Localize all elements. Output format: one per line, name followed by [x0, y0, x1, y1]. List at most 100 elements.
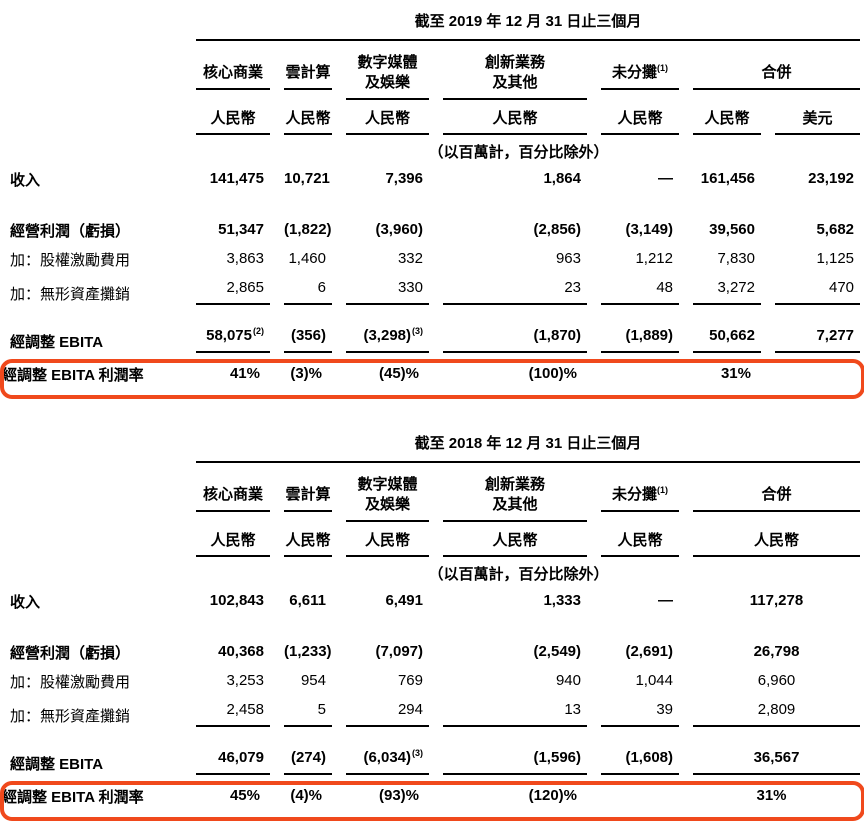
units-note-row: （以百萬計，百分比除外）: [2, 137, 860, 165]
column-header-consolidated: 合併: [679, 43, 861, 101]
value-cell: 41%: [182, 356, 270, 392]
column-header-cloud-computing: 雲計算: [270, 43, 332, 101]
currency-header: 人民幣: [182, 101, 270, 137]
cell-value: 1,460: [288, 250, 326, 267]
table-row: 經調整 EBITA 利潤率 41% (3)% (45)% (100)% 31%: [2, 356, 860, 392]
value-cell: 36,567: [679, 744, 861, 778]
cell-value: 102,843: [209, 592, 264, 609]
cell-value: 51,347: [218, 221, 264, 238]
currency-header: 美元: [761, 101, 861, 137]
currency-label: 人民幣: [617, 532, 663, 549]
value-cell: 39: [587, 696, 679, 730]
cell-value: 6: [317, 279, 326, 296]
value-cell: 50,662: [679, 322, 761, 356]
cell-value: 13: [564, 701, 581, 718]
cell-value: 141,475: [209, 170, 264, 187]
cell-value: 58,075: [206, 327, 252, 344]
units-note: （以百萬計，百分比除外）: [428, 144, 609, 161]
row-label: 經調整 EBITA 利潤率: [2, 789, 144, 806]
column-header-digital-media-entertainment: 數字媒體 及娛樂: [332, 465, 429, 523]
value-cell: 161,456: [679, 165, 761, 194]
table-row: 加：無形資產攤銷 2,458 5 294 13 39 2,809: [2, 696, 861, 730]
segment-table-2018-q4: 截至 2018 年 12 月 31 日止三個月 核心商業 雲計算 數字媒體 及娛樂 創新業…: [0, 428, 864, 821]
cell-value: (6,034): [363, 749, 411, 766]
row-label: 收入: [10, 594, 41, 611]
value-cell: (1,596): [429, 744, 587, 778]
value-cell: [587, 778, 679, 814]
value-cell: 769: [332, 667, 429, 696]
cell-value: 2,865: [226, 279, 264, 296]
cell-value: 3,272: [717, 279, 755, 296]
currency-header: 人民幣: [270, 523, 332, 559]
currency-label: 人民幣: [492, 110, 538, 127]
row-label-spacer: [2, 428, 182, 465]
segment-results-table: 截至 2018 年 12 月 31 日止三個月 核心商業 雲計算 數字媒體 及娛樂 創新業…: [2, 428, 861, 814]
footnote-marker: (1): [657, 63, 668, 73]
value-cell: 1,212: [587, 245, 679, 274]
cell-value: (1,608): [625, 749, 673, 766]
value-cell: (45)%: [332, 356, 429, 392]
cell-value: 26,798: [753, 643, 800, 660]
cell-value: (93)%: [378, 787, 419, 804]
currency-label: 人民幣: [210, 532, 256, 549]
row-label: 經營利潤（虧損）: [10, 645, 131, 662]
row-label: 經調整 EBITA: [10, 756, 104, 773]
cell-value: (3,960): [375, 221, 423, 238]
value-cell: 2,809: [679, 696, 861, 730]
value-cell: 102,843: [182, 587, 270, 616]
currency-label: 人民幣: [285, 532, 331, 549]
table-row: 經營利潤（虧損） 40,368 (1,233) (7,097) (2,549) (2,69…: [2, 638, 860, 667]
value-cell: (7,097): [332, 638, 429, 667]
segment-header-row: 核心商業 雲計算 數字媒體 及娛樂 創新業務 及其他 未分攤(1) 合併: [2, 43, 861, 101]
cell-value: —: [658, 170, 673, 187]
currency-label: 人民幣: [492, 532, 538, 549]
currency-label: 人民幣: [364, 110, 410, 127]
cell-value: 5,682: [816, 221, 855, 238]
cell-value: 2,458: [226, 701, 264, 718]
column-header-label: 數字媒體: [357, 54, 418, 71]
cell-value: (1,822): [284, 221, 332, 238]
column-header-consolidated: 合併: [679, 465, 861, 523]
value-cell: 6,611: [270, 587, 332, 616]
cell-value: 3,863: [226, 250, 264, 267]
cell-value: 1,044: [635, 672, 673, 689]
cell-value: 39: [656, 701, 673, 718]
table-row: 經調整 EBITA 46,079 (274) (6,034)(3) (1,596) (1,…: [2, 744, 861, 778]
cell-value: (100)%: [528, 365, 577, 382]
row-label-spacer: [2, 465, 182, 523]
cell-value: (1,870): [533, 327, 581, 344]
row-label-spacer: [2, 101, 182, 137]
row-label: 經營利潤（虧損）: [10, 223, 131, 240]
value-cell: 13: [429, 696, 587, 730]
currency-header: 人民幣: [182, 523, 270, 559]
units-note: （以百萬計，百分比除外）: [428, 566, 609, 583]
value-cell: 51,347: [182, 216, 270, 245]
value-cell: 963: [429, 245, 587, 274]
currency-header: 人民幣: [587, 523, 679, 559]
column-header-label: 數字媒體: [357, 476, 418, 493]
currency-header-row: 人民幣 人民幣 人民幣 人民幣 人民幣 人民幣: [2, 523, 861, 559]
cell-value: 36,567: [753, 749, 800, 766]
cell-value: 1,864: [543, 170, 581, 187]
column-header-label: 及其他: [492, 496, 538, 513]
cell-value: 963: [555, 250, 581, 267]
currency-label: 美元: [802, 110, 833, 127]
currency-label: 人民幣: [210, 110, 256, 127]
value-cell: (1,822): [270, 216, 332, 245]
value-cell: 1,125: [761, 245, 860, 274]
value-cell: (356): [270, 322, 332, 356]
table-row: 經調整 EBITA 利潤率 45% (4)% (93)% (120)% 31%: [2, 778, 860, 814]
currency-header: 人民幣: [679, 523, 861, 559]
row-label: 加：股權激勵費用: [10, 252, 131, 269]
cell-value: 31%: [720, 365, 751, 382]
cell-value: (1,596): [533, 749, 581, 766]
spacer-row: [2, 730, 860, 744]
value-cell: (3,149): [587, 216, 679, 245]
cell-value: 1,125: [816, 250, 855, 267]
currency-header: 人民幣: [429, 101, 587, 137]
value-cell: (3,298)(3): [332, 322, 429, 356]
cell-value: 294: [397, 701, 423, 718]
cell-value: 23: [564, 279, 581, 296]
value-cell: 141,475: [182, 165, 270, 194]
cell-value: 41%: [229, 365, 260, 382]
